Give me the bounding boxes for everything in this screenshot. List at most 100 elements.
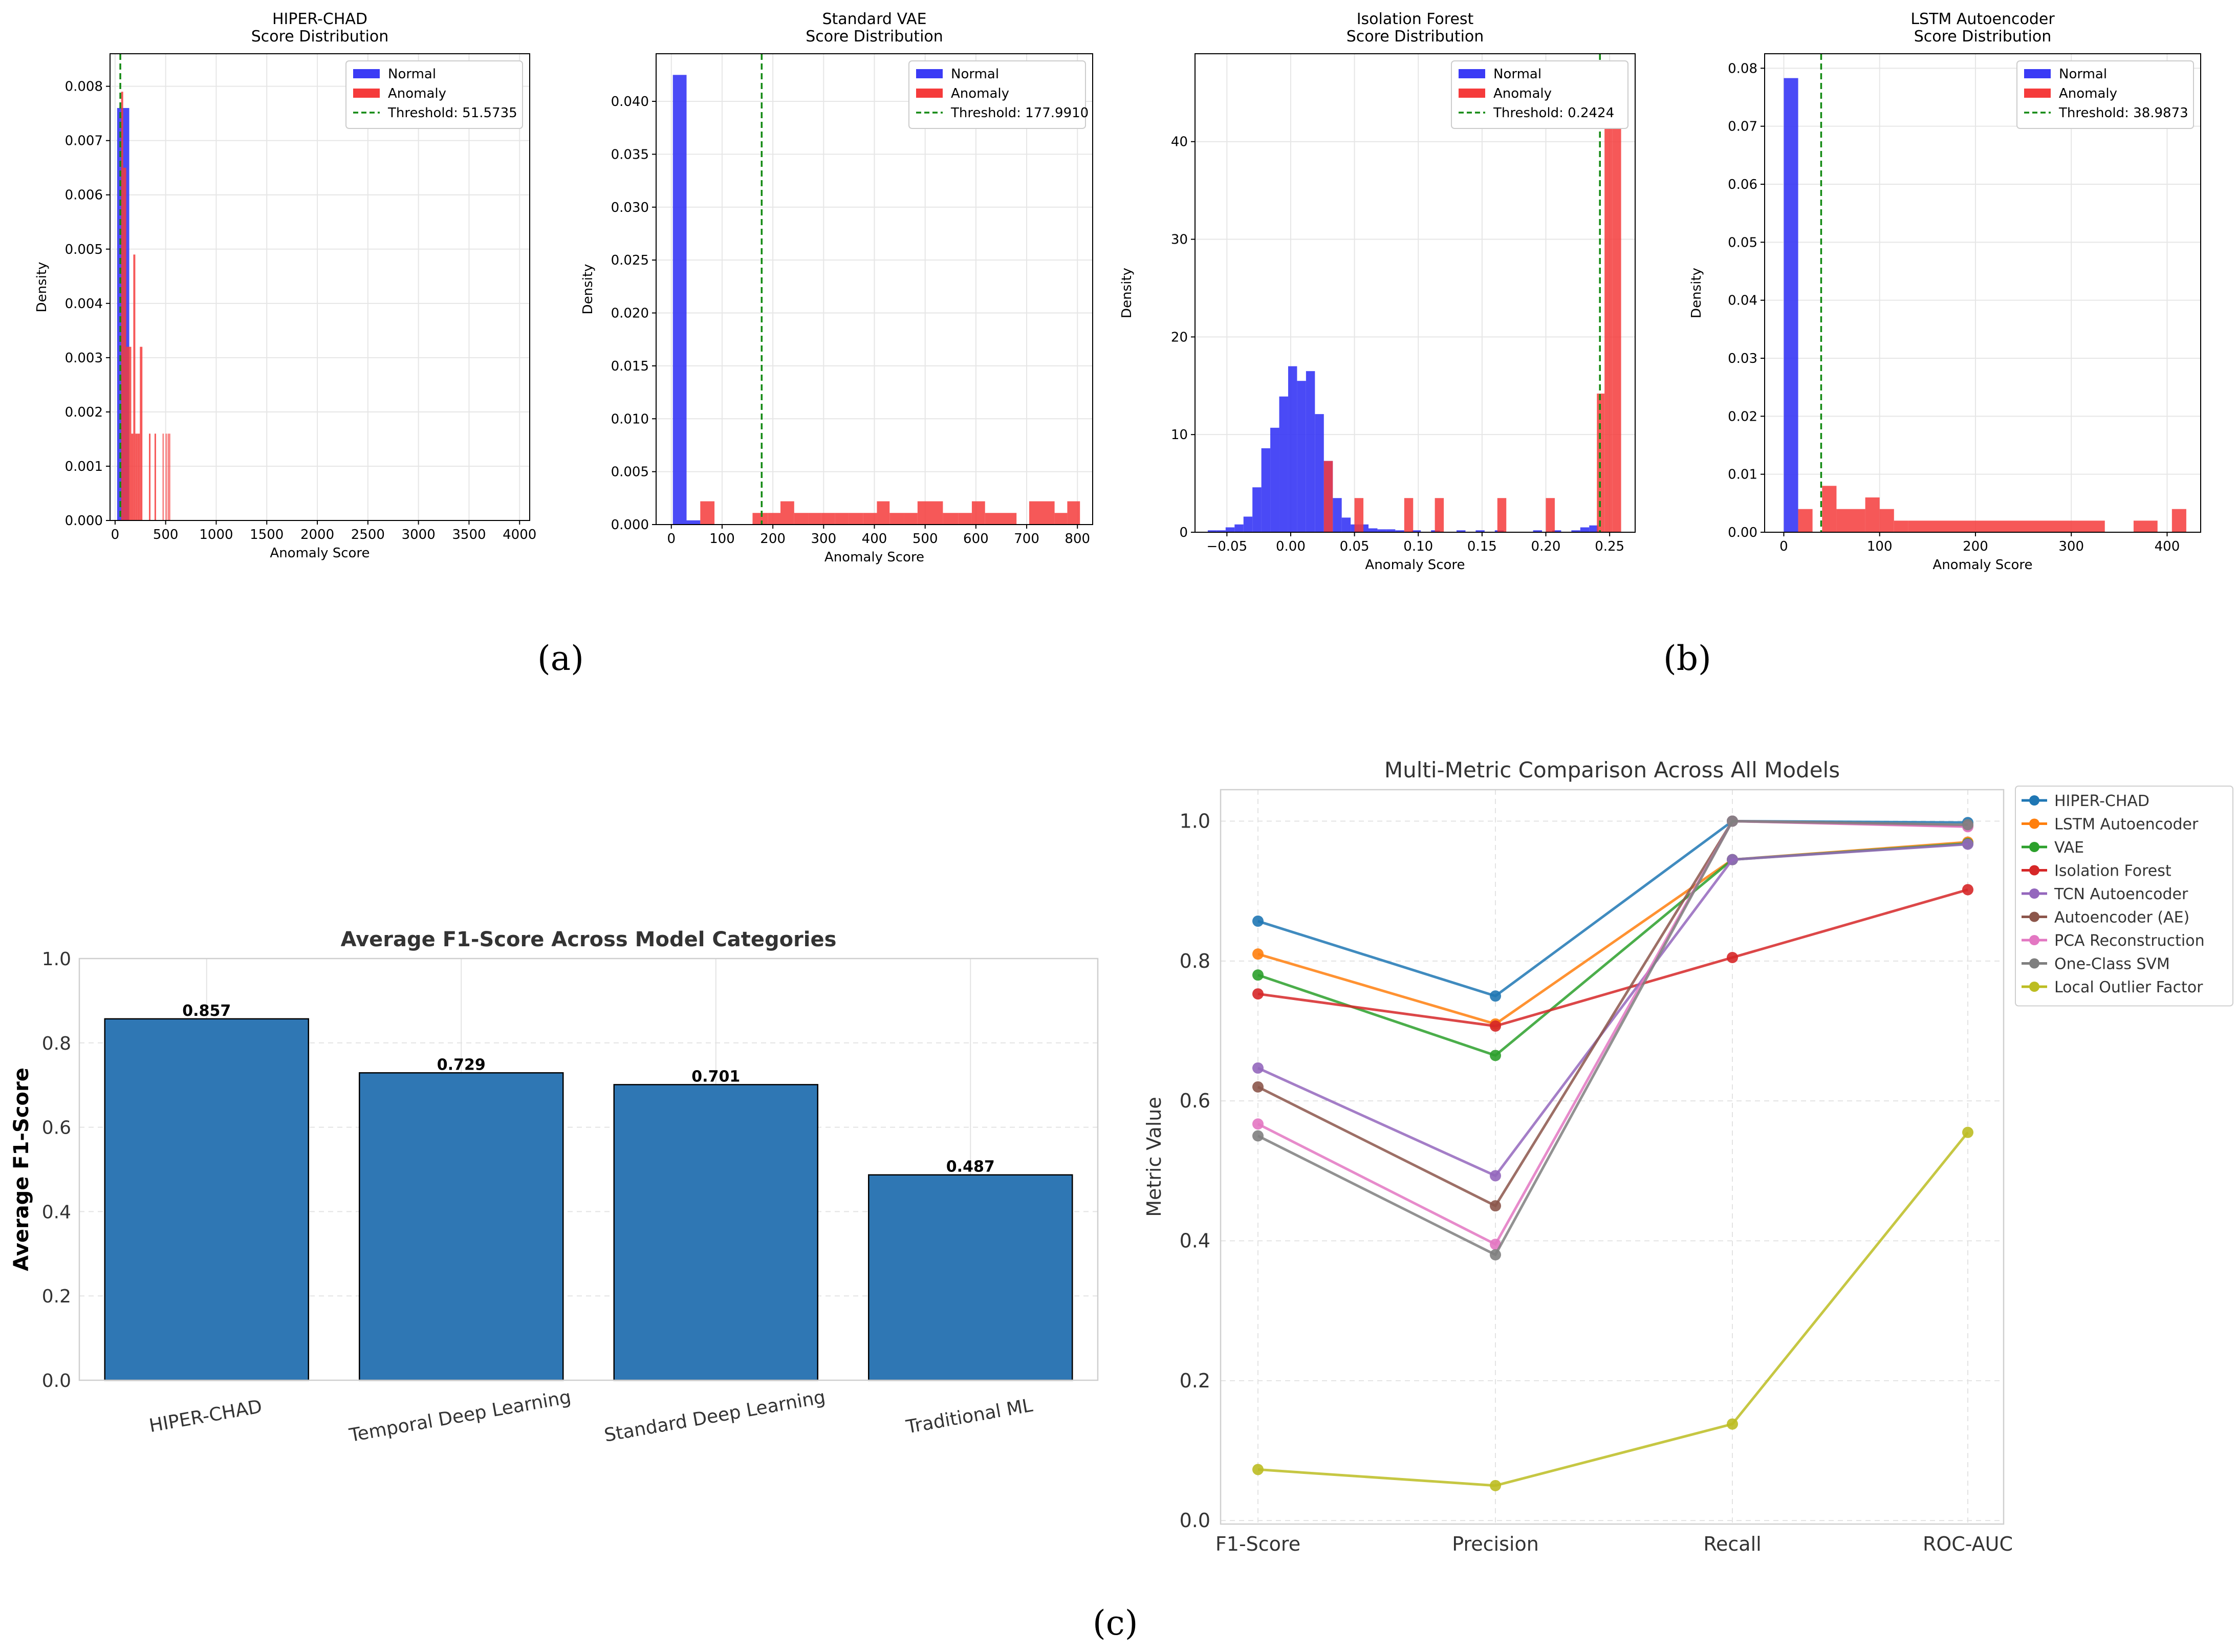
- vae-title: Score Distribution: [806, 28, 943, 46]
- vae-xtick-label: 700: [1014, 531, 1039, 547]
- vae-anomaly-bar: [794, 513, 809, 525]
- hiper-anomaly-bar: [131, 433, 134, 520]
- multi-series-line: [1257, 819, 1968, 1257]
- hiper-anomaly-bar: [129, 346, 132, 520]
- vae-legend-label: Anomaly: [951, 86, 1009, 101]
- lstm-ytick-label: 0.06: [1728, 177, 1757, 192]
- hiper-title: Score Distribution: [251, 28, 389, 46]
- vae-anomaly-bar: [971, 501, 985, 525]
- vae-ytick-label: 0.005: [611, 465, 649, 480]
- iforest-anomaly-bar: [1612, 78, 1621, 532]
- multi-legend-label: Local Outlier Factor: [2054, 979, 2203, 996]
- vae-anomaly-bar: [917, 501, 943, 525]
- multi-legend-marker: [2029, 865, 2039, 876]
- panel-label-c: (c): [1093, 1603, 1138, 1643]
- iforest-legend-label: Normal: [1493, 67, 1541, 82]
- hiper-xtick-label: 2000: [300, 527, 334, 542]
- multi-series-point: [1252, 1118, 1264, 1130]
- lstm-normal-bar: [1784, 78, 1798, 533]
- f1bar-value-label: 0.857: [182, 1002, 231, 1020]
- vae-anomaly-bar: [821, 513, 835, 525]
- vae-legend-label: Normal: [951, 67, 999, 82]
- multi-series-line: [1257, 1132, 1969, 1487]
- vae-anomaly-bar: [943, 513, 959, 525]
- lstm-anomaly-bar: [2133, 520, 2158, 532]
- iforest-xtick-label: −0.05: [1206, 539, 1247, 554]
- lstm-legend-anomaly-swatch: [2024, 89, 2051, 98]
- vae-ytick-label: 0.035: [611, 147, 649, 162]
- lstm-anomaly-bar: [1865, 497, 1880, 532]
- hiper-anomaly-bar: [165, 433, 167, 520]
- iforest-normal-bar: [1552, 530, 1561, 532]
- iforest-normal-bar: [1475, 530, 1485, 532]
- iforest-legend-anomaly-swatch: [1459, 89, 1485, 98]
- hiper-anomaly-bar: [126, 346, 129, 520]
- multi-legend-marker: [2029, 888, 2039, 899]
- hiper-anomaly-bar: [162, 433, 164, 520]
- hiper-legend: Normal Anomaly Threshold: 51.5735: [345, 60, 523, 129]
- multi-series-point: [1252, 988, 1264, 1000]
- multi-series-point: [1727, 952, 1738, 963]
- multi-series-point: [1490, 1020, 1501, 1032]
- vae-anomaly-bar: [835, 513, 849, 525]
- iforest-normal-bar: [1411, 530, 1421, 532]
- hiper-xtick-label: 500: [153, 527, 179, 542]
- lstm-title: LSTM Autoencoder: [1910, 10, 2055, 28]
- hiper-xtick-label: 4000: [503, 527, 536, 542]
- iforest-anomaly-bar: [1604, 112, 1613, 532]
- iforest-normal-bar: [1395, 530, 1404, 532]
- vae-anomaly-bar: [752, 513, 768, 525]
- vae-anomaly-bar: [863, 513, 877, 525]
- lstm-ytick-label: 0.08: [1728, 61, 1757, 76]
- lstm-anomaly-bar: [1879, 509, 1894, 532]
- multi-ytick-label: 0.8: [1180, 950, 1210, 972]
- iforest-ytick-label: 40: [1171, 135, 1188, 150]
- f1bar-value-label: 0.487: [946, 1158, 995, 1176]
- vae-anomaly-bar: [768, 513, 781, 525]
- iforest-normal-bar: [1270, 427, 1279, 532]
- vae-anomaly-bar: [808, 513, 821, 525]
- multi-series-point: [1727, 815, 1738, 827]
- iforest-normal-bar: [1261, 448, 1271, 532]
- hiper-xtick-label: 0: [111, 527, 120, 542]
- vae-xlabel: Anomaly Score: [824, 550, 924, 565]
- multi-series-line: [1257, 888, 1968, 1028]
- hiper-anomaly-bar: [149, 433, 151, 520]
- vae-xtick-label: 800: [1065, 531, 1090, 547]
- lstm-anomaly-bar: [1908, 520, 2105, 532]
- multi-legend-label: PCA Reconstruction: [2054, 932, 2205, 950]
- vae-ytick-label: 0.020: [611, 306, 649, 321]
- iforest-normal-bar: [1288, 366, 1297, 532]
- multi-xtick-label: ROC-AUC: [1923, 1533, 2013, 1555]
- vae-chart: 0 100 200 300 400 500 600 700 800 0.000 0.005 0.010…: [580, 10, 1093, 565]
- iforest-title: Isolation Forest: [1357, 10, 1474, 28]
- f1bar-bar: [613, 1084, 818, 1381]
- hiper-chart: 0 500 1000 1500 2000 2500 3000 3500 4000 0.000 0.0…: [34, 10, 536, 561]
- hiper-xtick-label: 2500: [351, 527, 385, 542]
- iforest-normal-bar: [1279, 396, 1288, 532]
- hiper-anomaly-bar: [123, 167, 126, 521]
- lstm-legend-label: Normal: [2059, 67, 2107, 82]
- hiper-xtick-label: 1000: [199, 527, 233, 542]
- iforest-axes-frame: [1194, 53, 1636, 533]
- vae-ytick-label: 0.010: [611, 411, 649, 427]
- vae-normal-bar: [672, 75, 687, 525]
- iforest-xtick-label: 0.15: [1467, 539, 1497, 554]
- multi-series-point: [1490, 1170, 1501, 1182]
- iforest-xtick-label: 0.10: [1403, 539, 1433, 554]
- vae-anomaly-bar: [700, 501, 715, 525]
- multi-legend-marker: [2029, 795, 2039, 806]
- multi-series-point: [1962, 884, 1973, 896]
- iforest-xtick-label: 0.20: [1531, 539, 1561, 554]
- vae-xtick-label: 600: [963, 531, 989, 547]
- hiper-ytick-label: 0.003: [65, 351, 103, 366]
- multi-series-point: [1252, 969, 1264, 981]
- vae-normal-bar: [686, 520, 701, 525]
- vae-legend: Normal Anomaly Threshold: 177.9910: [908, 60, 1089, 129]
- multi-ytick-label: 0.2: [1180, 1370, 1210, 1392]
- multi-axes-frame: [1220, 789, 2005, 1525]
- iforest-anomaly-bar: [1435, 498, 1444, 532]
- iforest-anomaly-bar: [1354, 498, 1364, 532]
- vae-xtick-label: 400: [862, 531, 887, 547]
- multi-series-point: [1490, 1249, 1501, 1260]
